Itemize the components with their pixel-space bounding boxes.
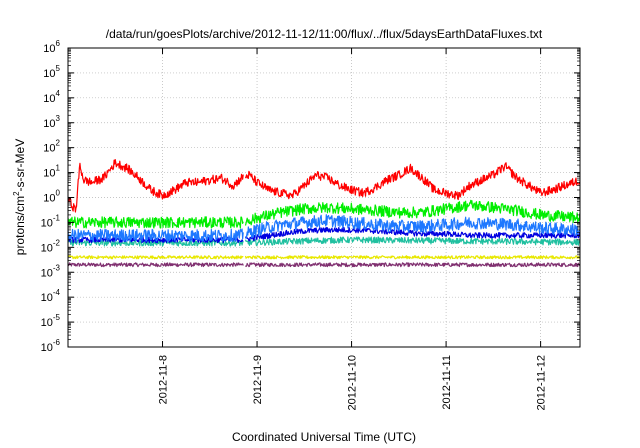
y-tick-label: 104 [43, 89, 60, 105]
grid-lines [68, 47, 580, 348]
series-line [68, 214, 580, 243]
series-layer [68, 158, 580, 268]
series-line [68, 236, 580, 247]
x-tick-label: 2012-11-8 [158, 355, 170, 404]
x-tick-label: 2012-11-10 [347, 355, 359, 410]
plot-frame [67, 47, 581, 348]
x-tick-label: 2012-11-11 [441, 355, 453, 410]
y-tick-label: 103 [43, 114, 60, 130]
y-tick-label: 10-6 [41, 338, 61, 354]
x-tick-label: 2012-11-9 [252, 355, 264, 404]
chart-title: /data/run/goesPlots/archive/2012-11-12/1… [106, 27, 543, 41]
y-tick-label: 101 [43, 164, 60, 180]
y-tick-label: 10-2 [41, 238, 61, 254]
y-tick-label: 10-5 [41, 313, 61, 329]
y-tick-label: 10-3 [41, 263, 61, 279]
axes: 10-6 10-5 10-4 10-3 10-2 10-1 100 101 102 103 104 1… [41, 39, 581, 410]
y-tick-label: 105 [43, 64, 60, 80]
y-tick-label: 10-4 [41, 288, 61, 304]
x-axis-label: Coordinated Universal Time (UTC) [232, 430, 416, 444]
y-tick-label: 10-1 [41, 213, 61, 229]
x-tick-label: 2012-11-12 [536, 355, 548, 410]
y-tick-label: 102 [43, 139, 60, 155]
series-line [68, 158, 580, 213]
series-line [68, 255, 580, 260]
y-axis-label: protons/cm2-s-sr-MeV [12, 139, 27, 255]
y-tick-label: 106 [43, 39, 60, 55]
series-line [68, 199, 580, 229]
y-tick-label: 100 [43, 189, 60, 205]
series-line [68, 262, 580, 268]
